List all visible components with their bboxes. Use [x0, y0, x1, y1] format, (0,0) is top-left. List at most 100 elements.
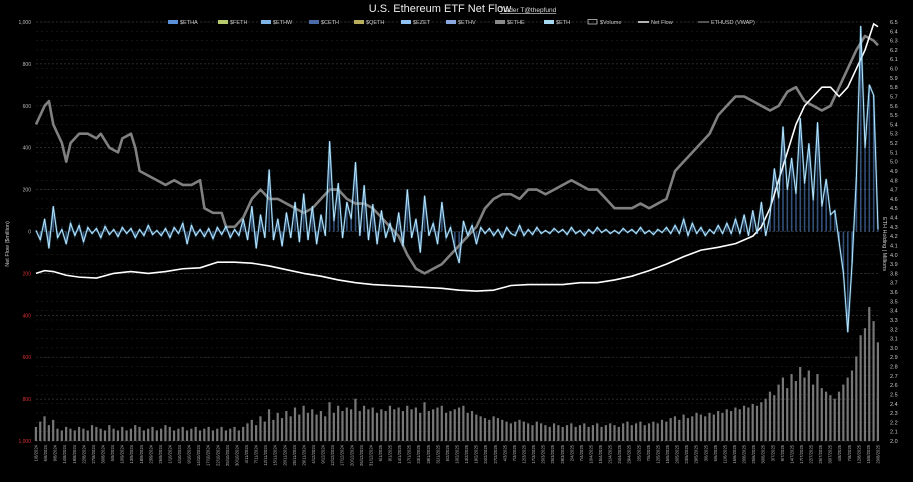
volume-bar [816, 374, 819, 441]
volume-bar [328, 402, 331, 441]
volume-bar [781, 377, 785, 441]
volume-bar [172, 430, 176, 441]
x-tick-label: 10/2/2025 [455, 444, 460, 463]
x-tick-label: 12/8/2025 [856, 444, 861, 463]
volume-bar [250, 419, 253, 441]
x-tick-label: 9/12/2024 [321, 444, 326, 463]
x-tick-label: 19/2/2025 [474, 444, 479, 463]
right-tick-label: 5.8 [890, 85, 898, 91]
volume-bar [514, 421, 517, 441]
volume-bar [544, 425, 547, 441]
x-tick-label: 25/11/2024 [292, 444, 297, 465]
netflow-bar [393, 231, 396, 242]
volume-bar [669, 418, 672, 441]
volume-bar [207, 426, 210, 441]
right-tick-label: 6.0 [890, 67, 898, 73]
volume-bar [846, 377, 849, 441]
x-tick-label: 15/11/2024 [273, 444, 278, 465]
x-tick-label: 17/1/2025 [407, 444, 412, 463]
volume-bar [466, 412, 469, 441]
volume-bar [324, 416, 327, 441]
x-tick-label: 7/4/2025 [579, 444, 584, 461]
right-tick-label: 4.5 [890, 206, 898, 212]
right-tick-label: 5.9 [890, 76, 898, 82]
x-tick-label: 3/6/2025 [703, 444, 708, 461]
x-tick-label: 7/8/2025 [847, 444, 852, 461]
netflow-bar [99, 231, 102, 238]
x-tick-label: 12/12/2024 [330, 444, 335, 466]
right-tick-label: 3.8 [890, 271, 898, 277]
netflow-bar [592, 231, 594, 234]
right-tick-label: 5.0 [890, 160, 898, 166]
volume-bar [721, 412, 724, 441]
netflow-bar [259, 214, 262, 232]
netflow-bar [466, 231, 469, 236]
volume-bar [39, 421, 42, 441]
x-tick-label: 16/6/2025 [732, 444, 737, 463]
volume-bar [138, 426, 141, 441]
netflow-bar [423, 195, 426, 232]
netflow-bar [518, 225, 521, 232]
volume-bar [799, 366, 802, 441]
volume-bar [65, 426, 68, 441]
netflow-bar [173, 227, 175, 232]
netflow-bar [121, 227, 124, 232]
netflow-bar [536, 227, 538, 232]
x-tick-label: 17/12/2024 [340, 444, 345, 466]
volume-bar [859, 335, 862, 441]
netflow-bar [864, 147, 866, 232]
x-tick-label: 7/11/2024 [254, 444, 259, 463]
x-tick-label: 18/9/2024 [139, 444, 144, 463]
right-tick-label: 3.0 [890, 346, 898, 352]
volume-bar [678, 419, 681, 441]
x-tick-label: 4/8/2025 [837, 444, 842, 461]
netflow-bar [151, 231, 154, 235]
holding-line [35, 23, 879, 292]
volume-bar [103, 430, 107, 441]
volume-bar [69, 428, 72, 441]
volume-bar [302, 405, 305, 441]
legend-label: $FETH [230, 20, 247, 26]
volume-bar [626, 421, 629, 441]
grid-lines [36, 21, 878, 442]
netflow-bar [574, 231, 577, 234]
volume-bar [479, 416, 482, 441]
volume-bar [634, 423, 638, 441]
volume-bar [462, 405, 465, 441]
netflow-bar [48, 231, 50, 249]
netflow-bar [281, 231, 283, 247]
netflow-bar [782, 126, 784, 232]
volume-bar [570, 423, 573, 441]
netflow-bar [505, 227, 508, 232]
netflow-bar [432, 223, 435, 232]
netflow-bar [799, 118, 802, 232]
netflow-bar [821, 206, 823, 232]
legend-label: ETHUSD (VWAP) [711, 20, 755, 26]
netflow-bar [855, 177, 858, 232]
x-tick-label: 5/2/2025 [445, 444, 450, 461]
volume-bar [760, 402, 763, 441]
netflow-bar [475, 231, 478, 245]
volume-bar [622, 423, 625, 441]
volume-bar [540, 423, 543, 441]
right-tick-label: 6.2 [890, 48, 898, 54]
netflow-bar [277, 218, 279, 232]
legend-swatch [309, 20, 319, 24]
volume-bar [393, 409, 396, 441]
netflow-bar [652, 231, 655, 235]
netflow-bar [825, 179, 827, 232]
x-tick-label: 6/1/2025 [378, 444, 383, 461]
netflow-bar [605, 229, 607, 232]
volume-bar [548, 426, 551, 441]
volume-bar [311, 409, 314, 441]
volume-bar [488, 419, 491, 441]
x-tick-label: 26/9/2024 [158, 444, 163, 463]
volume-bar [837, 391, 841, 441]
y2-axis-title: ETH Holding | Millions [881, 217, 887, 271]
volume-bar [272, 419, 275, 441]
netflow-bar [397, 212, 400, 232]
volume-bar [492, 416, 495, 441]
right-tick-label: 2.3 [890, 411, 898, 417]
left-tick-label: 400 [23, 146, 32, 152]
volume-bar [185, 430, 189, 441]
